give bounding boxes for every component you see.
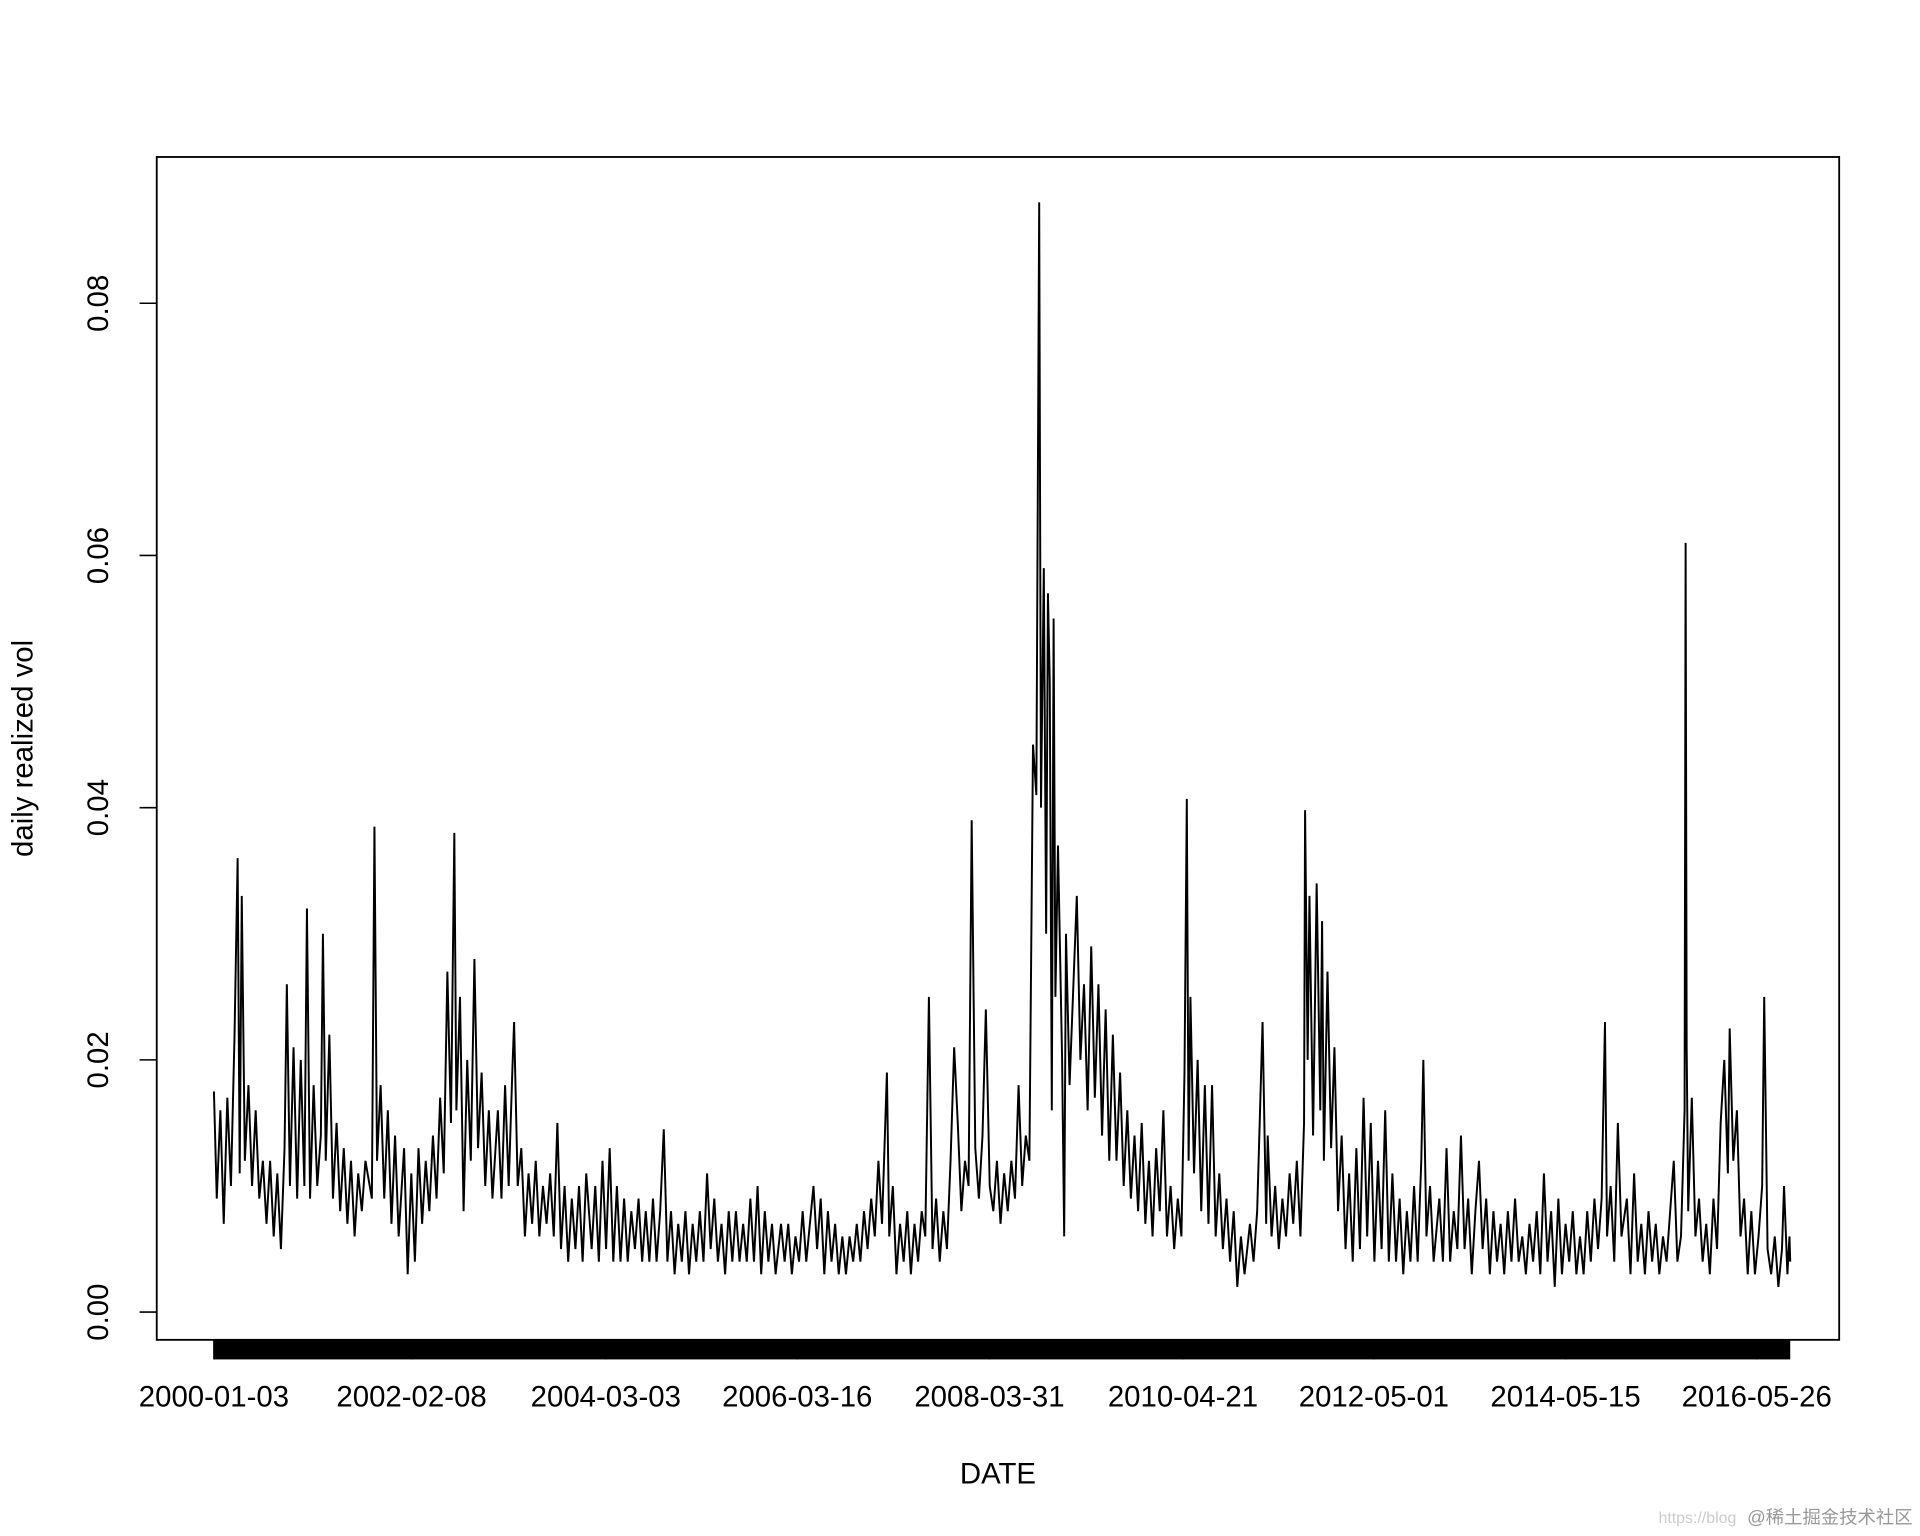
x-tick-label: 2012-05-01 [1299,1380,1449,1413]
x-axis-title: DATE [960,1458,1036,1491]
y-tick-label: 0.06 [82,527,115,584]
plot-frame [155,156,1841,1341]
x-tick-label: 2006-03-16 [722,1380,872,1413]
x-tick-label: 2002-02-08 [336,1380,486,1413]
y-tick-label: 0.08 [82,275,115,332]
y-tick-label: 0.04 [82,779,115,836]
x-tick-label: 2008-03-31 [914,1380,1064,1413]
y-tick-label: 0.00 [82,1284,115,1341]
y-axis-title: daily realized vol [6,640,39,857]
x-tick-label: 2016-05-26 [1682,1380,1832,1413]
watermark-url: https://blog [1658,1510,1736,1527]
x-tick-label: 2010-04-21 [1108,1380,1258,1413]
x-tick-label: 2000-01-03 [139,1380,289,1413]
x-axis-tick-band [213,1339,1791,1360]
x-tick-label: 2004-03-03 [531,1380,681,1413]
watermark: @稀土掘金技术社区 [1747,1506,1913,1527]
x-tick-label: 2014-05-15 [1490,1380,1640,1413]
y-tick-label: 0.02 [82,1031,115,1088]
series-line [212,202,1792,1287]
